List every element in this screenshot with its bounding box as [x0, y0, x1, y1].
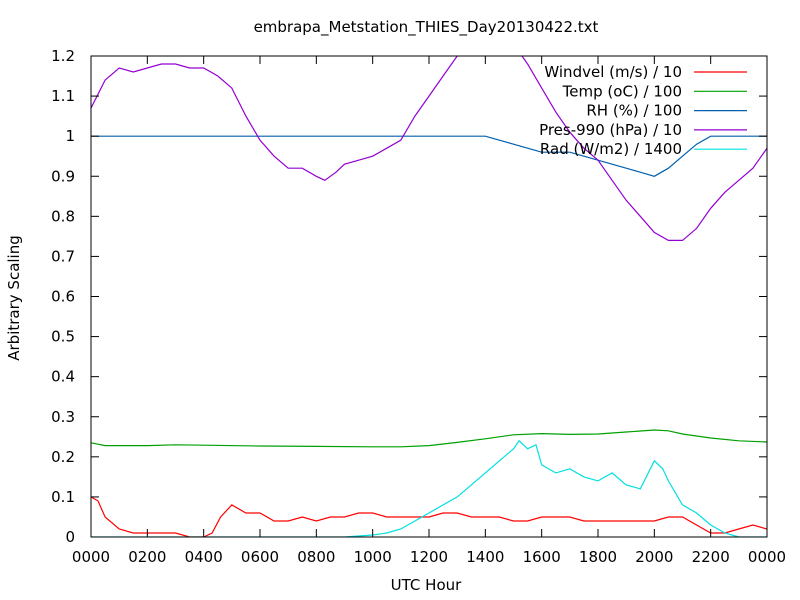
x-tick-label: 0400	[185, 548, 223, 566]
x-tick-label: 0600	[241, 548, 279, 566]
legend-label: Rad (W/m2) / 1400	[540, 140, 682, 158]
series-line-0	[91, 496, 767, 537]
x-axis-label: UTC Hour	[391, 576, 462, 594]
x-tick-label: 1000	[354, 548, 392, 566]
x-tick-label: 0000	[748, 548, 786, 566]
y-tick-label: 0.3	[51, 408, 75, 426]
y-tick-label: 0.8	[51, 207, 75, 225]
series-line-3	[91, 56, 767, 241]
legend-label: RH (%) / 100	[586, 102, 682, 120]
y-tick-label: 0.7	[51, 247, 75, 265]
legend-label: Temp (oC) / 100	[562, 82, 682, 100]
y-tick-label: 0.9	[51, 167, 75, 185]
y-tick-label: 0.6	[51, 288, 75, 306]
y-tick-label: 1.1	[51, 87, 75, 105]
y-tick-label: 0.2	[51, 448, 75, 466]
y-tick-label: 0.5	[51, 328, 75, 346]
y-axis-label: Arbitrary Scaling	[5, 235, 23, 361]
x-tick-label: 1800	[579, 548, 617, 566]
x-tick-label: 0000	[72, 548, 110, 566]
series-line-1	[91, 429, 767, 448]
x-tick-label: 1400	[466, 548, 504, 566]
x-tick-label: 1600	[523, 548, 561, 566]
legend-label: Pres-990 (hPa) / 10	[539, 121, 682, 139]
series-line-4	[91, 439, 767, 537]
x-tick-label: 2200	[692, 548, 730, 566]
x-tick-label: 2000	[635, 548, 673, 566]
y-tick-label: 1	[65, 127, 75, 145]
x-tick-label: 1200	[410, 548, 448, 566]
y-tick-label: 0	[65, 528, 75, 546]
y-axis: 0 0.1 0.2 0.3 0.4 0.5 0.6 0.7 0.8 0.9 1 1.1 1.2	[51, 47, 767, 546]
x-axis: 0000 0200 0400 0600 0800 1000 1200 1400 1600 1800…	[72, 56, 786, 566]
chart-title: embrapa_Metstation_THIES_Day20130422.txt	[254, 18, 599, 37]
y-tick-label: 1.2	[51, 47, 75, 65]
x-tick-label: 0200	[128, 548, 166, 566]
x-tick-label: 0800	[297, 548, 335, 566]
legend-label: Windvel (m/s) / 10	[544, 63, 682, 81]
y-tick-label: 0.1	[51, 488, 75, 506]
series-line-2	[91, 135, 767, 177]
plot-lines	[91, 56, 767, 537]
y-tick-label: 0.4	[51, 368, 75, 386]
